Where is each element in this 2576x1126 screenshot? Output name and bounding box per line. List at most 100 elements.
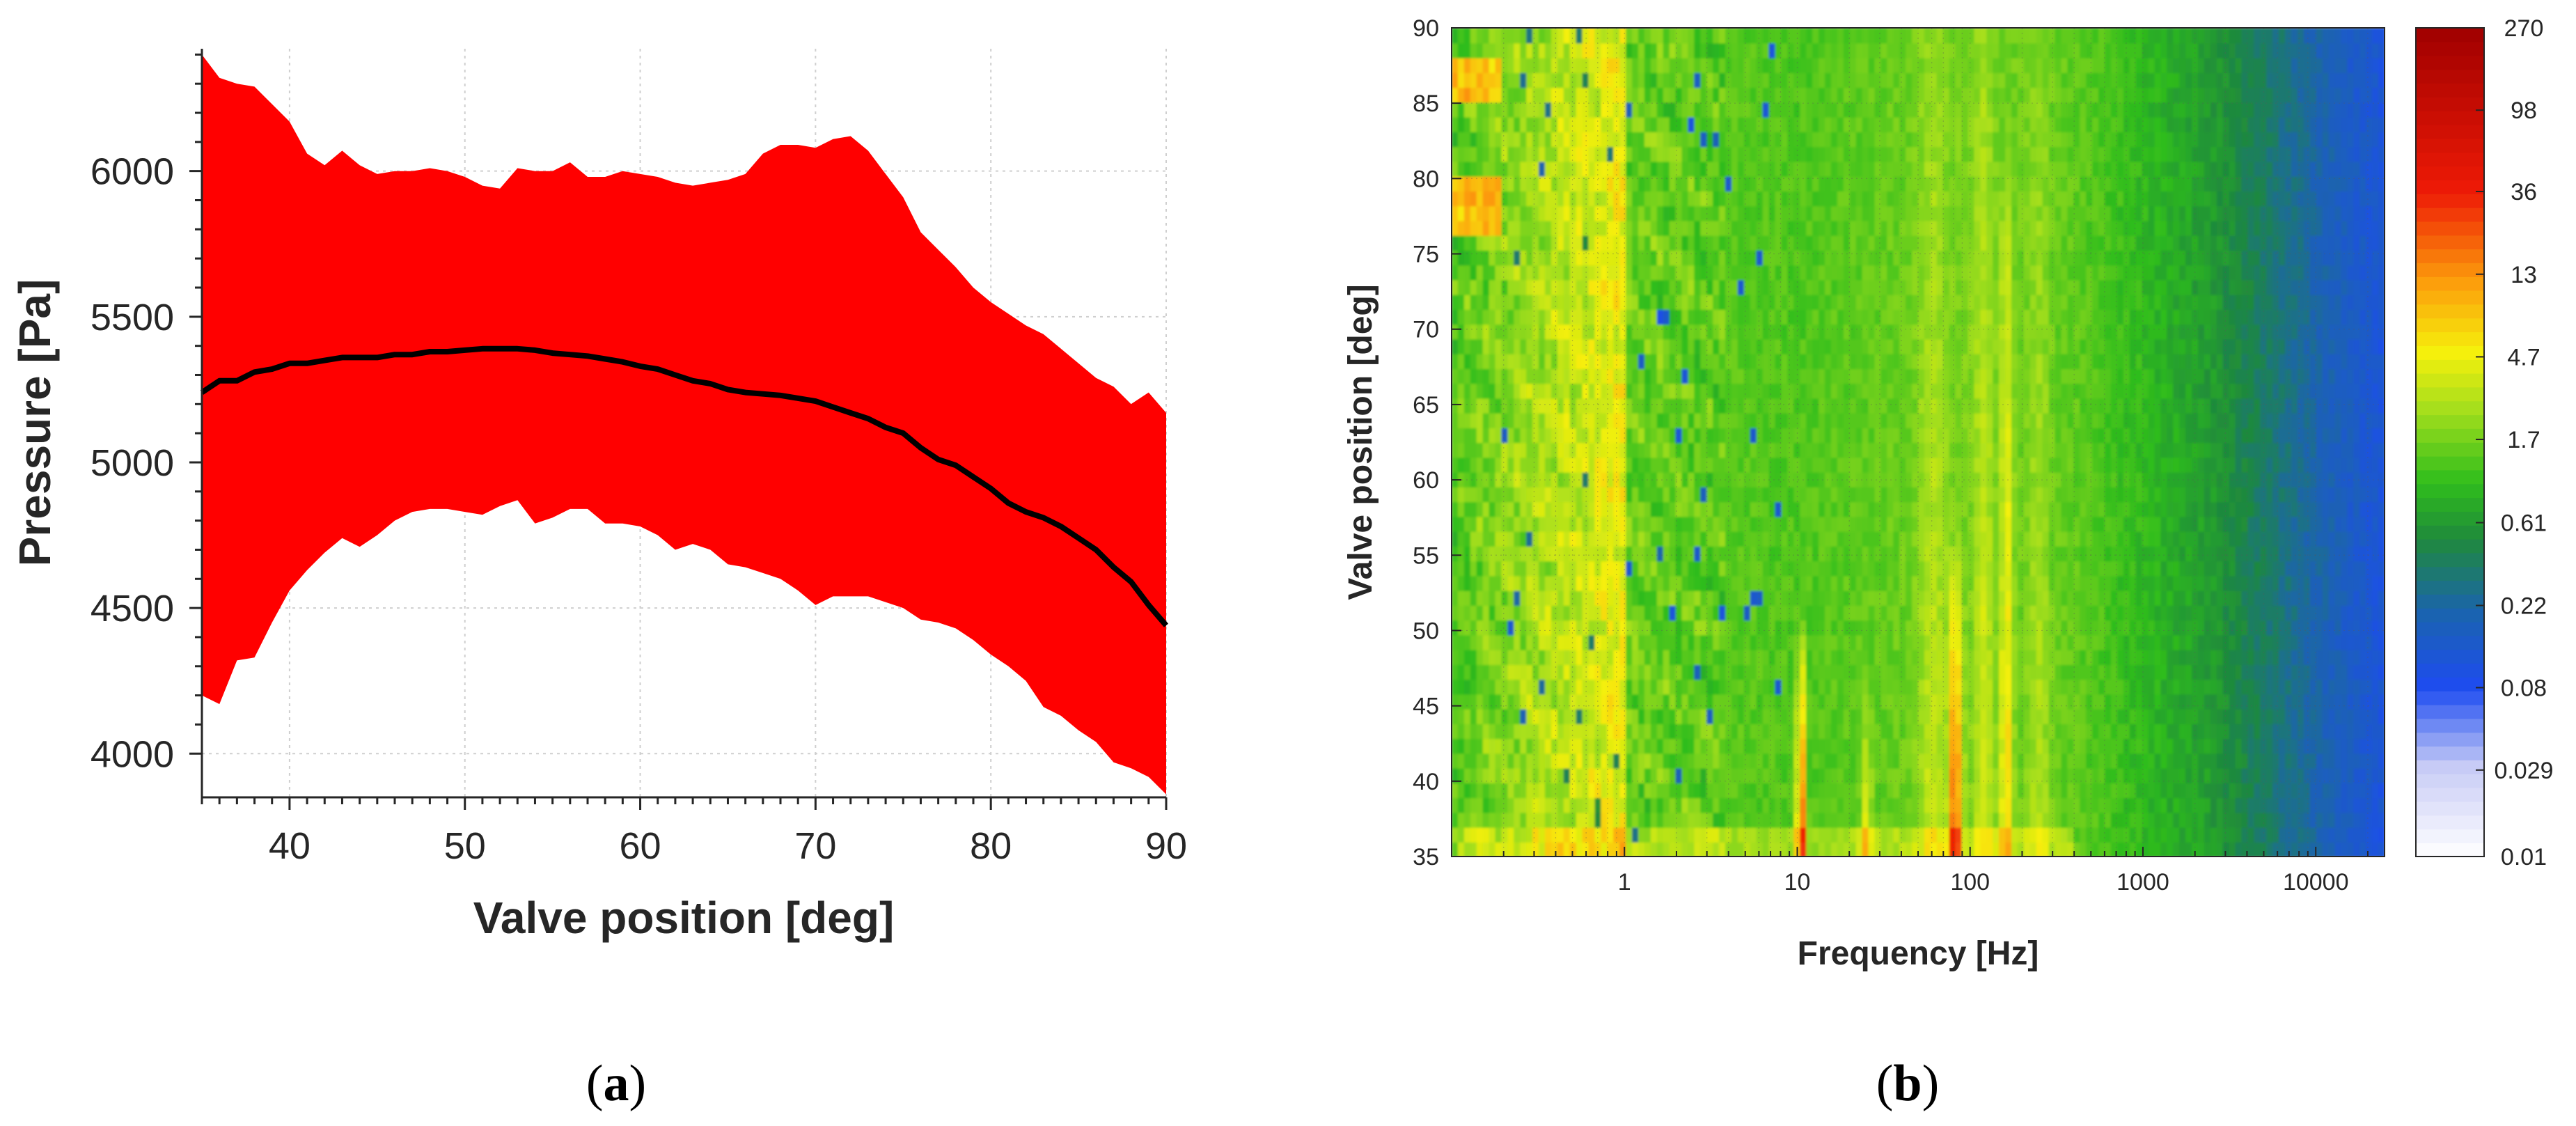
heatmap-cell (2073, 590, 2081, 606)
heatmap-cell (1457, 723, 1465, 740)
heatmap-cell (1830, 679, 1838, 695)
heatmap-cell (1694, 664, 1702, 680)
heatmap-cell (2272, 723, 2280, 740)
heatmap-cell (1507, 679, 1515, 695)
heatmap-cell (1893, 561, 1901, 577)
heatmap-cell (2260, 738, 2268, 754)
heatmap-cell (1470, 679, 1477, 695)
heatmap-cell (2260, 531, 2268, 547)
heatmap-cell (1930, 767, 1938, 783)
heatmap-cell (1489, 679, 1496, 695)
heatmap-cell (1968, 561, 1975, 577)
heatmap-cell (1582, 708, 1589, 724)
heatmap-cell (1545, 753, 1553, 769)
heatmap-cell (1613, 753, 1621, 769)
heatmap-cell (1942, 575, 1950, 591)
heatmap-cell (1539, 723, 1546, 740)
heatmap-cell (1576, 590, 1583, 606)
heatmap-cell (1887, 368, 1894, 384)
heatmap-cell (2005, 590, 2013, 606)
heatmap-cell (1936, 604, 1944, 621)
heatmap-cell (1993, 841, 2000, 857)
heatmap-cell (1644, 767, 1651, 783)
heatmap-cell (2334, 841, 2342, 857)
pressure-chart-y-label: Pressure [Pa] (10, 279, 60, 567)
heatmap-cell (1576, 827, 1583, 843)
heatmap-cell (2160, 812, 2168, 828)
heatmap-cell (1862, 427, 1869, 444)
heatmap-cell (1893, 442, 1901, 458)
heatmap-cell (1743, 545, 1751, 562)
heatmap-cell (1632, 634, 1640, 650)
heatmap-cell (1675, 634, 1683, 650)
heatmap-cell (1955, 634, 1963, 650)
heatmap-cell (2023, 797, 2031, 813)
heatmap-cell (1526, 723, 1534, 740)
heatmap-cell (1793, 604, 1801, 621)
heatmap-cell (2005, 797, 2013, 813)
heatmap-cell (1731, 501, 1739, 517)
heatmap-cell (1588, 383, 1596, 399)
heatmap-cell (1476, 531, 1484, 547)
heatmap-cell (2297, 486, 2304, 503)
heatmap-cell (1656, 767, 1664, 783)
heatmap-cell (2366, 427, 2373, 444)
heatmap-cell (1880, 649, 1888, 665)
heatmap-cell (1874, 531, 1882, 547)
heatmap-cell (1650, 797, 1658, 813)
heatmap-cell (1545, 797, 1553, 813)
heatmap-cell (2148, 812, 2155, 828)
heatmap-cell (2005, 501, 2013, 517)
heatmap-cell (1837, 797, 1844, 813)
heatmap-cell (2198, 797, 2206, 813)
heatmap-cell (2341, 442, 2348, 458)
heatmap-cell (1532, 486, 1540, 503)
heatmap-cell (1930, 679, 1938, 695)
heatmap-cell (2042, 561, 2050, 577)
heatmap-cell (2048, 427, 2056, 444)
heatmap-cell (1626, 723, 1633, 740)
heatmap-cell (1793, 782, 1801, 799)
heatmap-cell (1993, 471, 2000, 487)
heatmap-cell (1855, 827, 1863, 843)
heatmap-cell (2372, 812, 2380, 828)
heatmap-cell (1694, 634, 1702, 650)
heatmap-cell (2247, 812, 2255, 828)
heatmap-cell (1793, 797, 1801, 813)
heatmap-cell (2347, 679, 2355, 695)
heatmap-cell (1781, 782, 1789, 799)
heatmap-cell (1669, 664, 1676, 680)
heatmap-cell (1837, 442, 1844, 458)
heatmap-cell (1868, 427, 1876, 444)
heatmap-cell (2316, 827, 2323, 843)
heatmap-cell (1681, 634, 1689, 650)
heatmap-cell (1669, 767, 1676, 783)
heatmap-cell (1737, 812, 1745, 828)
heatmap-cell (1663, 471, 1670, 487)
heatmap-cell (1582, 812, 1589, 828)
heatmap-cell (1868, 827, 1876, 843)
heatmap-cell (1787, 812, 1795, 828)
heatmap-cell (1849, 694, 1857, 710)
heatmap-cell (2254, 531, 2261, 547)
heatmap-cell (2359, 457, 2367, 473)
heatmap-cell (2316, 738, 2323, 754)
heatmap-cell (1949, 398, 1956, 414)
heatmap-cell (2123, 664, 2130, 680)
heatmap-cell (1862, 767, 1869, 783)
heatmap-cell (2328, 767, 2336, 783)
heatmap-cell (1644, 797, 1651, 813)
heatmap-cell (2142, 516, 2149, 532)
heatmap-cell (2272, 694, 2280, 710)
heatmap-cell (2148, 694, 2155, 710)
heatmap-cell (1768, 516, 1776, 532)
heatmap-cell (2260, 604, 2268, 621)
heatmap-cell (2142, 501, 2149, 517)
heatmap-cell (1470, 827, 1477, 843)
heatmap-cell (1806, 620, 1814, 636)
heatmap-cell (1700, 575, 1708, 591)
heatmap-cell (2347, 471, 2355, 487)
heatmap-cell (2372, 767, 2380, 783)
heatmap-cell (1675, 383, 1683, 399)
heatmap-cell (2055, 457, 2062, 473)
